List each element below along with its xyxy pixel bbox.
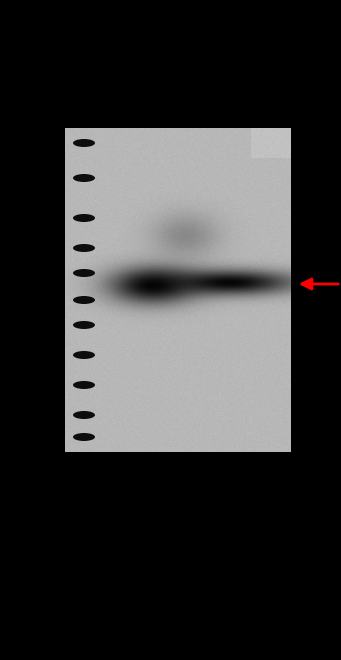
Ellipse shape — [73, 244, 95, 252]
Ellipse shape — [73, 214, 95, 222]
Ellipse shape — [73, 381, 95, 389]
Ellipse shape — [73, 433, 95, 441]
Ellipse shape — [73, 174, 95, 182]
Ellipse shape — [73, 139, 95, 147]
Ellipse shape — [73, 296, 95, 304]
Ellipse shape — [73, 351, 95, 359]
Ellipse shape — [73, 269, 95, 277]
Ellipse shape — [73, 321, 95, 329]
Ellipse shape — [73, 411, 95, 419]
